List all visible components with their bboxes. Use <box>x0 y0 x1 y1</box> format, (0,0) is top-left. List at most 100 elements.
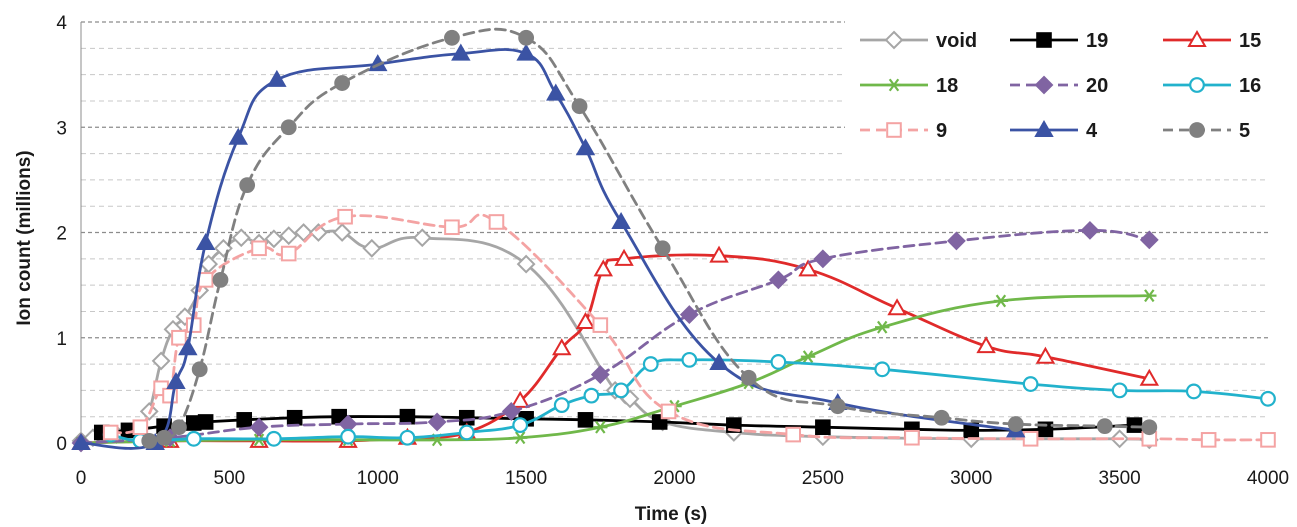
y-tick-label: 3 <box>56 118 67 139</box>
legend-marker <box>886 122 902 138</box>
data-point-9 <box>1022 430 1039 447</box>
data-point-20 <box>501 402 521 421</box>
legend-item-20: 20 <box>1010 75 1108 97</box>
x-axis-title: Time (s) <box>635 504 708 525</box>
data-point-9 <box>197 272 214 288</box>
x-tick-label: 3000 <box>950 468 992 489</box>
series-9 <box>102 208 1276 448</box>
data-point-16 <box>265 430 282 447</box>
data-point-9 <box>904 429 920 446</box>
data-point-18 <box>875 320 890 334</box>
data-point-15 <box>798 259 818 277</box>
legend-marker <box>1189 122 1205 138</box>
legend-marker <box>1036 32 1052 48</box>
data-point-20 <box>1139 230 1159 250</box>
data-point-18 <box>512 431 528 445</box>
series-19 <box>93 408 1143 441</box>
data-point-4 <box>228 127 249 145</box>
data-point-5 <box>740 369 757 386</box>
data-point-4 <box>516 43 536 61</box>
data-point-19 <box>286 409 303 426</box>
axes: 0 1 2 3 4 0 500 1000 1500 2000 2500 3000 3500 4000 <box>56 13 1289 489</box>
data-point-void <box>412 228 432 248</box>
x-tick-label: 0 <box>76 468 87 489</box>
data-point-9 <box>171 329 187 346</box>
data-point-5 <box>1096 418 1113 435</box>
data-point-16 <box>512 417 529 434</box>
data-point-void <box>332 223 352 242</box>
data-point-15 <box>575 311 596 329</box>
legend-item-16: 16 <box>1163 75 1261 97</box>
data-point-9 <box>785 426 802 443</box>
data-point-void <box>264 229 284 249</box>
series-18 <box>73 289 1157 450</box>
data-point-15 <box>1139 368 1160 386</box>
x-tick-label: 2500 <box>802 468 844 489</box>
data-point-5 <box>334 75 351 91</box>
x-tick-label: 3500 <box>1098 468 1140 489</box>
legend-label: 15 <box>1239 30 1261 52</box>
data-point-20 <box>249 417 269 437</box>
data-point-9 <box>592 317 609 333</box>
legend-label: 18 <box>936 75 958 97</box>
data-point-16 <box>340 428 356 445</box>
data-point-void <box>308 223 328 242</box>
data-point-19 <box>815 419 831 436</box>
data-point-void <box>516 254 536 274</box>
series-line-9 <box>109 213 1270 442</box>
legend-item-void: void <box>860 30 977 52</box>
data-point-18 <box>1142 289 1157 303</box>
data-point-9 <box>488 214 505 230</box>
data-point-void <box>231 228 251 248</box>
data-point-20 <box>768 270 788 290</box>
legend-label: 19 <box>1086 30 1108 52</box>
y-tick-label: 1 <box>56 329 67 350</box>
data-point-16 <box>1111 382 1128 399</box>
data-point-4 <box>709 352 729 371</box>
data-point-19 <box>399 408 416 425</box>
data-point-18 <box>593 420 608 434</box>
y-tick-label: 4 <box>56 13 67 34</box>
data-point-20 <box>679 305 699 325</box>
data-point-5 <box>141 432 158 449</box>
data-point-9 <box>280 245 297 262</box>
data-point-15 <box>1035 346 1056 364</box>
data-point-16 <box>613 382 629 399</box>
data-point-15 <box>976 336 996 354</box>
data-point-9 <box>102 424 119 441</box>
data-point-4 <box>178 338 198 356</box>
data-point-16 <box>583 387 600 404</box>
data-point-5 <box>654 240 671 257</box>
data-point-18 <box>800 350 816 364</box>
legend-marker <box>884 30 904 50</box>
legend: void 19 15 18 20 16 9 4 5 <box>845 10 1285 155</box>
x-tick-label: 500 <box>214 468 246 489</box>
asterisk-stroke <box>877 320 888 334</box>
data-point-15 <box>887 298 907 316</box>
legend-item-4: 4 <box>1010 119 1098 142</box>
series-16 <box>102 351 1276 449</box>
data-point-9 <box>251 240 267 257</box>
legend-item-5: 5 <box>1163 120 1250 142</box>
data-point-9 <box>337 208 353 225</box>
data-point-4 <box>451 43 471 61</box>
data-point-5 <box>518 29 535 46</box>
data-point-4 <box>267 69 287 87</box>
data-point-16 <box>770 354 787 370</box>
data-point-void <box>151 351 171 371</box>
data-point-9 <box>444 219 460 236</box>
series-4 <box>71 43 1026 450</box>
legend-item-19: 19 <box>1010 30 1108 52</box>
data-point-void <box>279 226 299 246</box>
data-point-19 <box>1126 417 1143 433</box>
data-point-19 <box>577 412 594 428</box>
legend-marker <box>1187 29 1207 47</box>
data-point-9 <box>132 419 149 436</box>
data-point-16 <box>458 424 475 441</box>
legend-item-18: 18 <box>860 75 958 97</box>
data-point-4 <box>575 138 596 156</box>
data-point-16 <box>399 429 416 446</box>
x-tick-label: 1000 <box>357 468 399 489</box>
data-point-5 <box>829 398 846 415</box>
x-tick-label: 4000 <box>1247 468 1289 489</box>
